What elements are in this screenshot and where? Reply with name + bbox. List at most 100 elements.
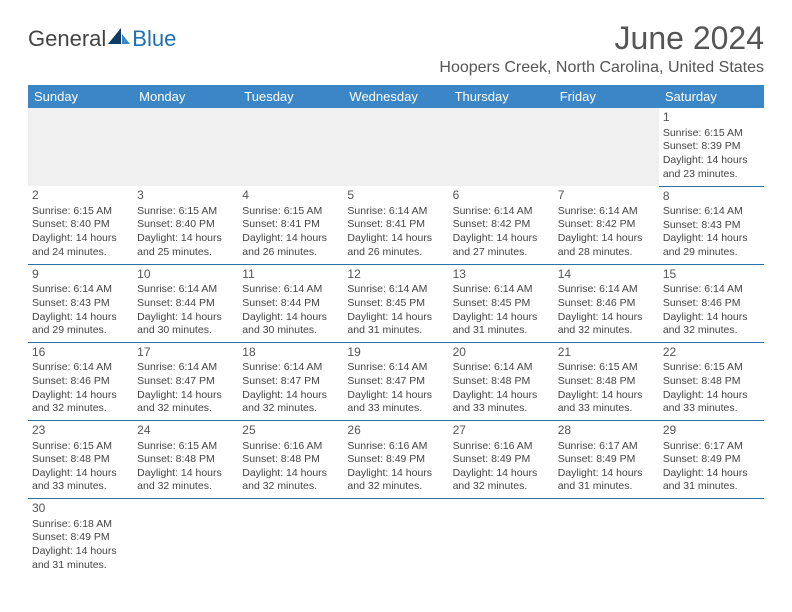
day-number: 30 xyxy=(32,501,129,517)
daylight-line-1: Daylight: 14 hours xyxy=(347,232,444,246)
title-block: June 2024 Hoopers Creek, North Carolina,… xyxy=(439,20,764,77)
daylight-line-2: and 32 minutes. xyxy=(137,402,234,416)
day-number: 19 xyxy=(347,345,444,361)
calendar-cell: 10Sunrise: 6:14 AMSunset: 8:44 PMDayligh… xyxy=(133,264,238,342)
sunset-line: Sunset: 8:39 PM xyxy=(663,140,760,154)
daylight-line-2: and 33 minutes. xyxy=(453,402,550,416)
daylight-line-2: and 24 minutes. xyxy=(32,246,129,260)
daylight-line-1: Daylight: 14 hours xyxy=(137,467,234,481)
daylight-line-2: and 33 minutes. xyxy=(32,480,129,494)
sunset-line: Sunset: 8:49 PM xyxy=(347,453,444,467)
sunrise-line: Sunrise: 6:14 AM xyxy=(663,205,760,219)
logo: General Blue xyxy=(28,26,176,52)
calendar-cell: 21Sunrise: 6:15 AMSunset: 8:48 PMDayligh… xyxy=(554,342,659,420)
calendar-row: 9Sunrise: 6:14 AMSunset: 8:43 PMDaylight… xyxy=(28,264,764,342)
daylight-line-1: Daylight: 14 hours xyxy=(347,467,444,481)
daylight-line-2: and 29 minutes. xyxy=(663,246,760,260)
sunset-line: Sunset: 8:40 PM xyxy=(32,218,129,232)
day-number: 2 xyxy=(32,188,129,204)
sunrise-line: Sunrise: 6:18 AM xyxy=(32,518,129,532)
sunrise-line: Sunrise: 6:14 AM xyxy=(32,283,129,297)
calendar-cell: 22Sunrise: 6:15 AMSunset: 8:48 PMDayligh… xyxy=(659,342,764,420)
calendar-cell: 29Sunrise: 6:17 AMSunset: 8:49 PMDayligh… xyxy=(659,420,764,498)
sunrise-line: Sunrise: 6:14 AM xyxy=(453,361,550,375)
daylight-line-1: Daylight: 14 hours xyxy=(242,389,339,403)
day-number: 7 xyxy=(558,188,655,204)
sunrise-line: Sunrise: 6:16 AM xyxy=(242,440,339,454)
calendar-table: SundayMondayTuesdayWednesdayThursdayFrid… xyxy=(28,85,764,577)
calendar-cell: 16Sunrise: 6:14 AMSunset: 8:46 PMDayligh… xyxy=(28,342,133,420)
sunset-line: Sunset: 8:43 PM xyxy=(32,297,129,311)
daylight-line-2: and 32 minutes. xyxy=(242,402,339,416)
calendar-cell: 3Sunrise: 6:15 AMSunset: 8:40 PMDaylight… xyxy=(133,186,238,264)
daylight-line-2: and 32 minutes. xyxy=(663,324,760,338)
day-number: 16 xyxy=(32,345,129,361)
sunset-line: Sunset: 8:44 PM xyxy=(242,297,339,311)
daylight-line-1: Daylight: 14 hours xyxy=(663,232,760,246)
calendar-row: 2Sunrise: 6:15 AMSunset: 8:40 PMDaylight… xyxy=(28,186,764,264)
day-header: Tuesday xyxy=(238,85,343,108)
sunrise-line: Sunrise: 6:15 AM xyxy=(663,361,760,375)
daylight-line-2: and 30 minutes. xyxy=(137,324,234,338)
sunset-line: Sunset: 8:42 PM xyxy=(453,218,550,232)
calendar-cell: 5Sunrise: 6:14 AMSunset: 8:41 PMDaylight… xyxy=(343,186,448,264)
calendar-cell: 4Sunrise: 6:15 AMSunset: 8:41 PMDaylight… xyxy=(238,186,343,264)
calendar-cell: 14Sunrise: 6:14 AMSunset: 8:46 PMDayligh… xyxy=(554,264,659,342)
sunset-line: Sunset: 8:49 PM xyxy=(663,453,760,467)
calendar-cell: 7Sunrise: 6:14 AMSunset: 8:42 PMDaylight… xyxy=(554,186,659,264)
sunrise-line: Sunrise: 6:15 AM xyxy=(32,440,129,454)
calendar-cell-blank xyxy=(554,108,659,186)
calendar-cell-blank xyxy=(238,108,343,186)
day-number: 18 xyxy=(242,345,339,361)
daylight-line-1: Daylight: 14 hours xyxy=(242,467,339,481)
day-number: 22 xyxy=(663,345,760,361)
sunrise-line: Sunrise: 6:15 AM xyxy=(242,205,339,219)
sunset-line: Sunset: 8:46 PM xyxy=(558,297,655,311)
calendar-cell: 19Sunrise: 6:14 AMSunset: 8:47 PMDayligh… xyxy=(343,342,448,420)
day-number: 20 xyxy=(453,345,550,361)
sunrise-line: Sunrise: 6:14 AM xyxy=(663,283,760,297)
day-number: 24 xyxy=(137,423,234,439)
sunset-line: Sunset: 8:48 PM xyxy=(558,375,655,389)
day-number: 6 xyxy=(453,188,550,204)
day-number: 17 xyxy=(137,345,234,361)
day-header: Thursday xyxy=(449,85,554,108)
calendar-cell-blank xyxy=(343,499,448,577)
calendar-row: 23Sunrise: 6:15 AMSunset: 8:48 PMDayligh… xyxy=(28,420,764,498)
calendar-cell: 20Sunrise: 6:14 AMSunset: 8:48 PMDayligh… xyxy=(449,342,554,420)
daylight-line-2: and 26 minutes. xyxy=(347,246,444,260)
daylight-line-1: Daylight: 14 hours xyxy=(242,311,339,325)
location: Hoopers Creek, North Carolina, United St… xyxy=(439,59,764,77)
day-number: 23 xyxy=(32,423,129,439)
daylight-line-1: Daylight: 14 hours xyxy=(663,311,760,325)
daylight-line-2: and 27 minutes. xyxy=(453,246,550,260)
logo-text-blue: Blue xyxy=(132,26,176,52)
calendar-cell: 15Sunrise: 6:14 AMSunset: 8:46 PMDayligh… xyxy=(659,264,764,342)
sunset-line: Sunset: 8:49 PM xyxy=(32,531,129,545)
sunrise-line: Sunrise: 6:14 AM xyxy=(347,283,444,297)
calendar-cell-blank xyxy=(554,499,659,577)
day-header: Wednesday xyxy=(343,85,448,108)
sunset-line: Sunset: 8:48 PM xyxy=(453,375,550,389)
sunset-line: Sunset: 8:47 PM xyxy=(347,375,444,389)
sunset-line: Sunset: 8:47 PM xyxy=(242,375,339,389)
sunrise-line: Sunrise: 6:14 AM xyxy=(137,361,234,375)
calendar-cell: 17Sunrise: 6:14 AMSunset: 8:47 PMDayligh… xyxy=(133,342,238,420)
day-number: 29 xyxy=(663,423,760,439)
calendar-cell-blank xyxy=(133,499,238,577)
daylight-line-2: and 33 minutes. xyxy=(558,402,655,416)
day-number: 13 xyxy=(453,267,550,283)
daylight-line-2: and 30 minutes. xyxy=(242,324,339,338)
sunrise-line: Sunrise: 6:14 AM xyxy=(242,283,339,297)
daylight-line-1: Daylight: 14 hours xyxy=(32,467,129,481)
sunrise-line: Sunrise: 6:15 AM xyxy=(32,205,129,219)
sunrise-line: Sunrise: 6:14 AM xyxy=(347,205,444,219)
day-number: 14 xyxy=(558,267,655,283)
daylight-line-2: and 33 minutes. xyxy=(347,402,444,416)
daylight-line-2: and 31 minutes. xyxy=(32,559,129,573)
daylight-line-2: and 26 minutes. xyxy=(242,246,339,260)
daylight-line-1: Daylight: 14 hours xyxy=(137,232,234,246)
sunrise-line: Sunrise: 6:15 AM xyxy=(137,205,234,219)
daylight-line-2: and 25 minutes. xyxy=(137,246,234,260)
sunrise-line: Sunrise: 6:16 AM xyxy=(347,440,444,454)
